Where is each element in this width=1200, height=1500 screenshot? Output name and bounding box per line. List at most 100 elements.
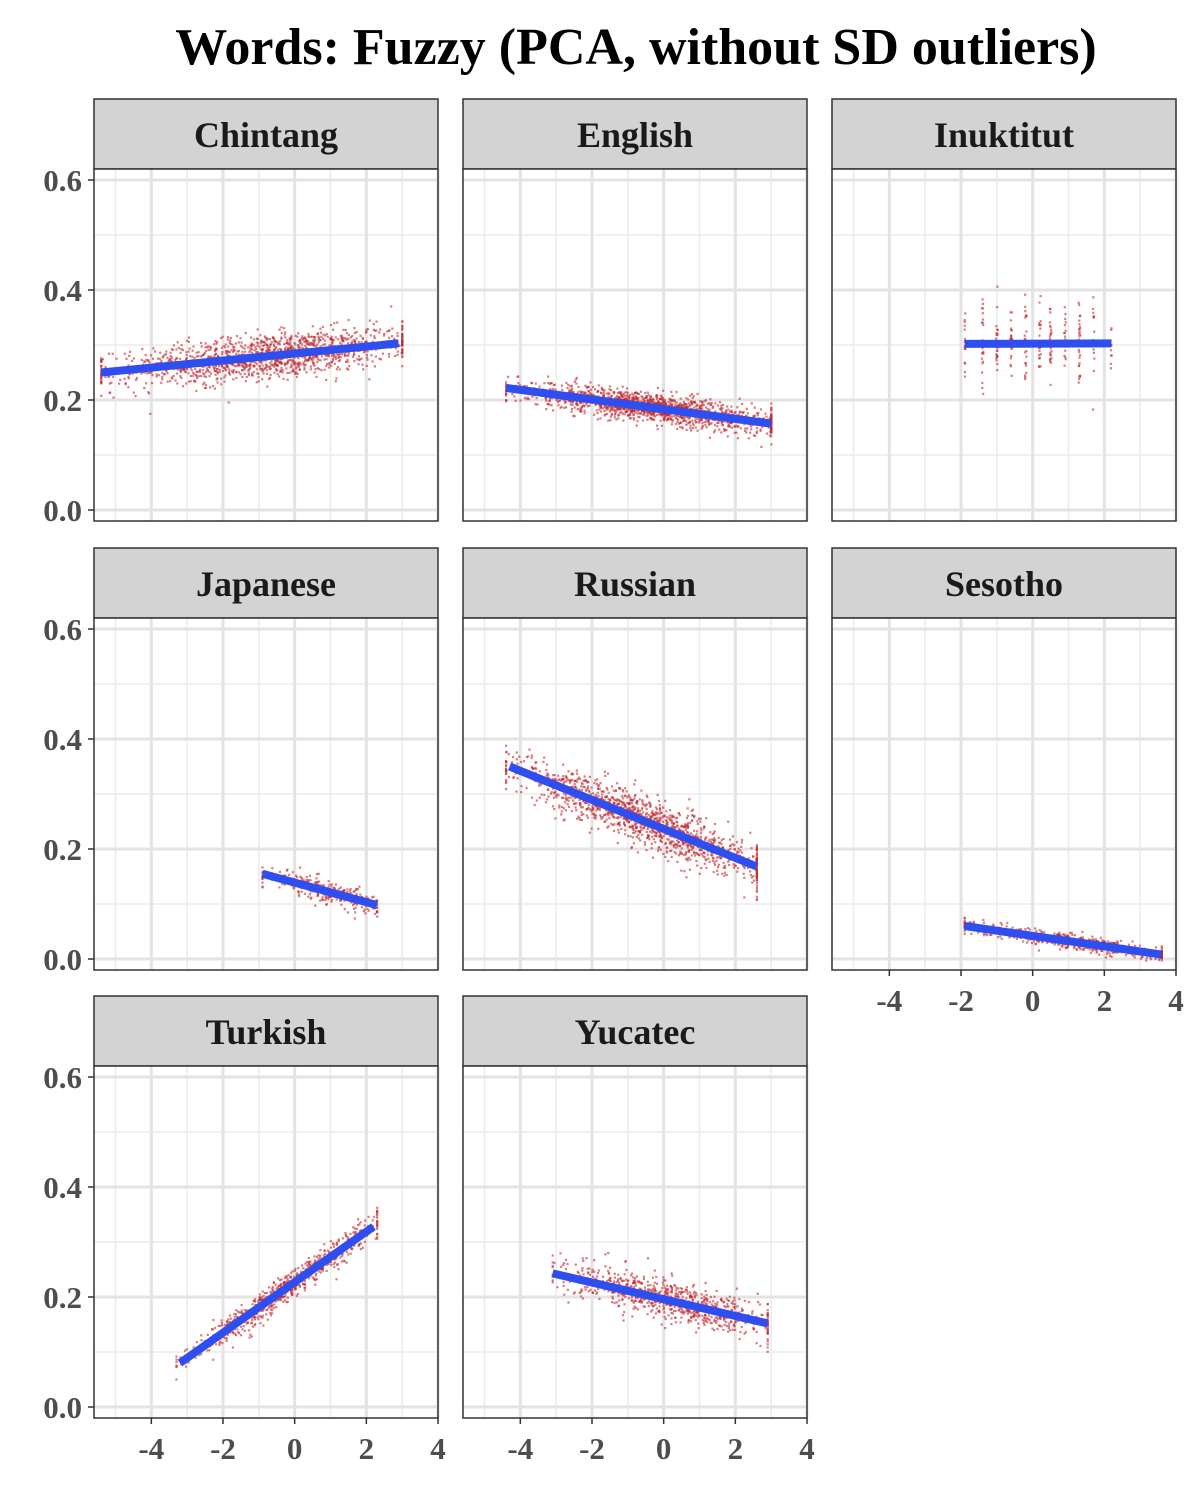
point: [709, 403, 712, 407]
point: [696, 864, 699, 867]
point: [295, 876, 299, 879]
point: [275, 369, 278, 372]
point: [605, 795, 608, 799]
point: [615, 799, 618, 803]
point: [689, 858, 692, 861]
point: [651, 813, 654, 817]
point: [708, 402, 711, 405]
point: [636, 851, 639, 854]
point: [731, 835, 734, 838]
point: [722, 866, 725, 869]
point: [375, 329, 378, 332]
point: [596, 778, 599, 781]
point: [612, 798, 615, 801]
point: [140, 372, 143, 375]
point: [220, 346, 223, 349]
point: [628, 408, 631, 411]
point: [303, 366, 306, 369]
point: [552, 774, 555, 777]
point: [639, 825, 642, 828]
point: [730, 409, 733, 412]
point: [640, 789, 643, 792]
point: [654, 402, 657, 405]
point: [505, 391, 508, 394]
point: [255, 348, 258, 351]
point: [1038, 321, 1041, 325]
point: [319, 339, 322, 342]
point: [243, 368, 246, 371]
point: [749, 874, 752, 877]
point: [602, 816, 605, 819]
point: [707, 840, 710, 843]
point: [100, 373, 103, 376]
point: [313, 364, 316, 367]
point: [651, 829, 654, 832]
point: [574, 785, 577, 788]
point: [300, 337, 303, 340]
point: [602, 790, 605, 793]
point: [266, 385, 269, 388]
point: [725, 411, 728, 414]
point: [353, 917, 356, 920]
point: [566, 778, 569, 781]
point: [727, 408, 730, 411]
point: [353, 890, 356, 893]
point: [738, 411, 741, 414]
point: [586, 801, 589, 805]
point: [151, 357, 154, 360]
point: [134, 395, 137, 398]
point: [643, 411, 646, 414]
point: [596, 807, 600, 810]
point: [728, 425, 731, 428]
point: [219, 337, 223, 340]
point: [325, 358, 328, 361]
point: [981, 312, 984, 315]
point: [250, 372, 254, 375]
point: [713, 841, 716, 844]
point: [639, 839, 642, 842]
point: [698, 872, 701, 875]
point: [229, 339, 232, 342]
point: [689, 844, 692, 847]
point: [555, 795, 558, 799]
point: [970, 921, 973, 924]
point: [547, 375, 550, 378]
point: [668, 397, 671, 400]
point: [666, 816, 669, 819]
facet-inuktitut: Inuktitut: [831, 98, 1178, 522]
point: [673, 415, 676, 418]
point: [349, 888, 352, 891]
point: [699, 408, 702, 411]
point: [632, 842, 635, 845]
point: [339, 359, 342, 362]
point: [589, 394, 592, 397]
point: [333, 888, 337, 891]
point: [149, 354, 153, 357]
point: [683, 415, 686, 418]
point: [507, 753, 510, 756]
point: [619, 408, 622, 411]
point: [674, 422, 677, 426]
point: [325, 354, 328, 357]
point: [673, 836, 676, 839]
point: [663, 415, 666, 418]
point: [352, 338, 356, 342]
point: [304, 363, 307, 366]
point: [675, 852, 678, 855]
point: [689, 427, 692, 430]
point: [691, 422, 695, 425]
panel-border: [93, 168, 439, 522]
point: [607, 810, 610, 813]
point: [132, 357, 135, 360]
point: [367, 909, 370, 912]
point: [741, 851, 744, 854]
point: [673, 400, 676, 403]
point: [368, 378, 371, 381]
point: [634, 395, 638, 398]
point: [767, 426, 770, 429]
point: [1038, 354, 1041, 357]
point: [595, 805, 598, 808]
point: [647, 399, 650, 402]
point: [656, 819, 659, 822]
point: [637, 837, 640, 840]
